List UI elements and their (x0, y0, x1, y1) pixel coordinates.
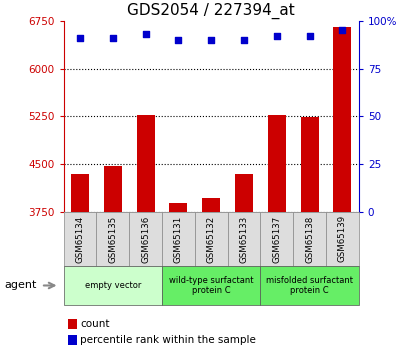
Text: GSM65138: GSM65138 (304, 215, 313, 263)
Text: GSM65131: GSM65131 (173, 215, 182, 263)
Bar (169, 203, 187, 212)
Point (175, 37, 181, 43)
Bar (103, 166, 121, 212)
Point (76, 35, 83, 41)
Bar (333, 27, 351, 212)
Text: GSM65139: GSM65139 (337, 215, 346, 263)
Bar (202, 198, 220, 212)
Point (109, 35, 116, 41)
Text: GSM65134: GSM65134 (75, 215, 84, 263)
Text: GSM65137: GSM65137 (272, 215, 281, 263)
Point (240, 37, 247, 43)
Point (338, 28, 345, 33)
Point (306, 33, 312, 39)
Point (273, 33, 279, 39)
Bar (71, 174, 89, 212)
Bar (136, 115, 154, 212)
Text: empty vector: empty vector (84, 281, 141, 290)
Bar (234, 174, 252, 212)
Text: GSM65135: GSM65135 (108, 215, 117, 263)
Text: GSM65136: GSM65136 (141, 215, 150, 263)
Text: misfolded surfactant
protein C: misfolded surfactant protein C (265, 276, 352, 295)
Title: GDS2054 / 227394_at: GDS2054 / 227394_at (127, 3, 294, 19)
Point (142, 31, 148, 37)
Text: GSM65132: GSM65132 (206, 215, 215, 263)
Text: agent: agent (4, 280, 36, 290)
Point (207, 37, 214, 43)
Bar (267, 115, 285, 212)
Text: GSM65133: GSM65133 (239, 215, 248, 263)
Text: count: count (80, 319, 109, 329)
Text: wild-type surfactant
protein C: wild-type surfactant protein C (169, 276, 253, 295)
Bar (300, 117, 318, 212)
Text: percentile rank within the sample: percentile rank within the sample (80, 335, 255, 345)
